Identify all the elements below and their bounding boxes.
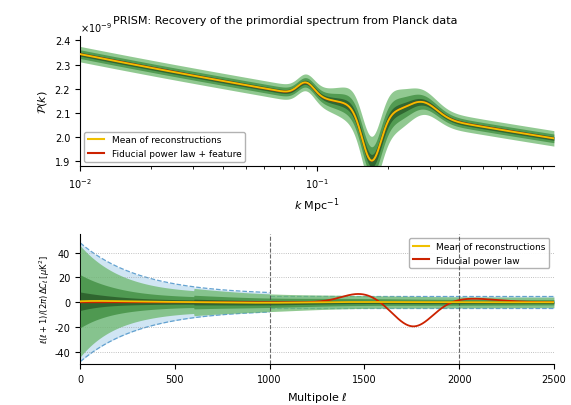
X-axis label: $k$ Mpc$^{-1}$: $k$ Mpc$^{-1}$ [294,196,340,214]
Legend: Mean of reconstructions, Fiducial power law + feature: Mean of reconstructions, Fiducial power … [85,132,245,162]
Legend: Mean of reconstructions, Fiducial power law: Mean of reconstructions, Fiducial power … [409,239,549,269]
Y-axis label: $\ell(\ell+1)/(2\pi)\,\Delta C_\ell\,[\mu\mathrm{K}^2]$: $\ell(\ell+1)/(2\pi)\,\Delta C_\ell\,[\m… [37,255,51,343]
X-axis label: Multipole $\ell$: Multipole $\ell$ [287,390,347,404]
Y-axis label: $\mathcal{P}(k)$: $\mathcal{P}(k)$ [36,90,49,113]
Text: $\times10^{-9}$: $\times10^{-9}$ [80,21,112,35]
Text: PRISM: Recovery of the primordial spectrum from Planck data: PRISM: Recovery of the primordial spectr… [113,16,458,26]
